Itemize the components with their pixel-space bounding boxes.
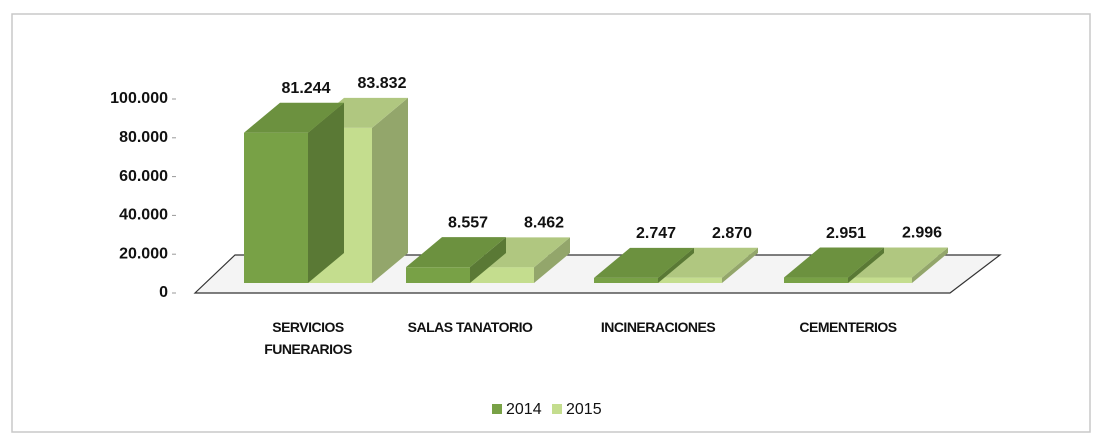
bar-side [722, 247, 758, 283]
bar [470, 267, 534, 283]
y-tick-label: 20.000 [119, 245, 168, 262]
bar [848, 277, 912, 283]
floor [193, 254, 1002, 294]
data-label: 8.557 [448, 214, 488, 231]
legend-swatch [492, 404, 502, 414]
y-tick-label: 100.000 [110, 90, 168, 107]
data-label: 2.996 [902, 225, 942, 242]
x-tick-label: CEMENTERIOS [799, 319, 897, 335]
bar-side [534, 237, 570, 283]
bar-top [784, 247, 884, 278]
bar [784, 277, 848, 283]
bar-top [848, 247, 948, 278]
bar [594, 277, 658, 283]
bar-top [658, 247, 758, 278]
data-label: 83.832 [358, 75, 407, 92]
data-label: 2.747 [636, 225, 676, 242]
data-label: 2.951 [826, 225, 866, 242]
bar [244, 132, 308, 283]
y-tick-label: 0 [159, 284, 168, 301]
x-tick-label: SERVICIOS FUNERARIOS [264, 319, 352, 357]
data-label: 81.244 [282, 80, 331, 97]
x-tick-label: INCINERACIONES [600, 319, 716, 335]
bar-side [470, 237, 506, 283]
legend-label: 2015 [566, 401, 602, 418]
bar [406, 267, 470, 283]
bar-side [308, 102, 344, 283]
bar [658, 277, 722, 283]
data-label: 8.462 [524, 215, 564, 232]
bar-side [372, 97, 408, 283]
bar-side [848, 247, 884, 283]
bar-side [912, 247, 948, 283]
data-label: 2.870 [712, 225, 752, 242]
bar-top [406, 237, 506, 268]
legend-label: 2014 [506, 401, 542, 418]
y-tick-label: 40.000 [119, 207, 168, 224]
bar-side [658, 247, 694, 283]
x-tick-label: SALAS TANATORIO [407, 319, 533, 335]
chart-frame [11, 13, 1091, 433]
bar-top [244, 102, 344, 133]
y-tick-label: 60.000 [119, 168, 168, 185]
y-tick-label: 80.000 [119, 129, 168, 146]
legend-swatch [552, 404, 562, 414]
bar-top [594, 247, 694, 278]
